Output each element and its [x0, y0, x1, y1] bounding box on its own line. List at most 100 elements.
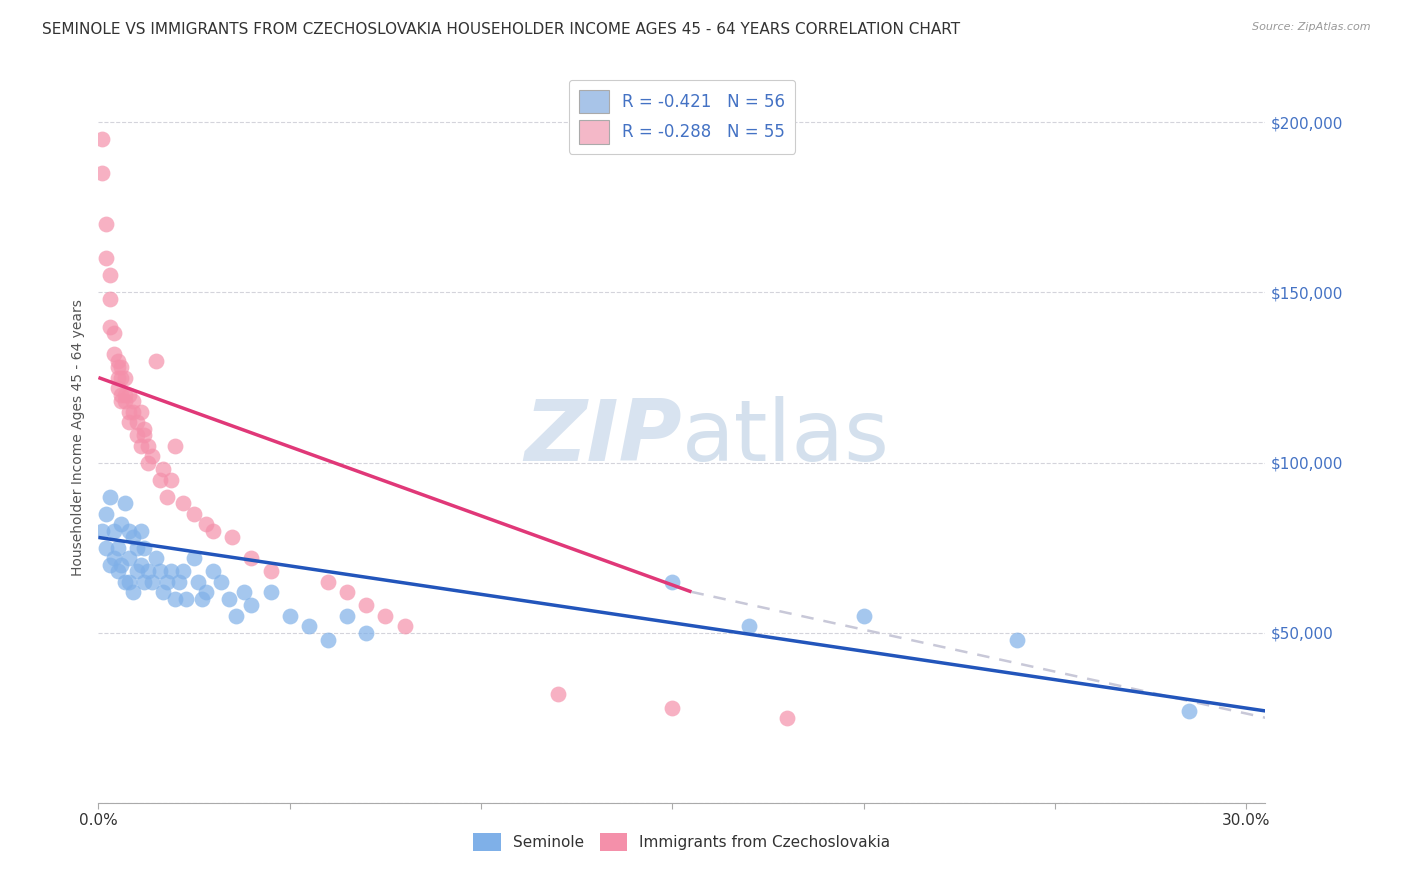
Point	[94, 218, 117, 232]
Point	[194, 516, 217, 531]
Point	[240, 550, 263, 565]
Point	[110, 394, 132, 409]
Point	[149, 473, 172, 487]
Point	[110, 516, 132, 531]
Point	[176, 591, 198, 606]
Point	[134, 574, 156, 589]
Point	[98, 293, 121, 307]
Point	[134, 421, 156, 435]
Text: SEMINOLE VS IMMIGRANTS FROM CZECHOSLOVAKIA HOUSEHOLDER INCOME AGES 45 - 64 YEARS: SEMINOLE VS IMMIGRANTS FROM CZECHOSLOVAK…	[42, 22, 960, 37]
Point	[316, 574, 339, 589]
Point	[125, 415, 148, 429]
Point	[278, 608, 301, 623]
Point	[145, 550, 167, 565]
Point	[183, 550, 205, 565]
Point	[149, 565, 172, 579]
Point	[107, 541, 129, 555]
Point	[225, 608, 247, 623]
Point	[374, 608, 396, 623]
Point	[136, 439, 159, 453]
Point	[183, 507, 205, 521]
Point	[259, 585, 281, 599]
Point	[141, 449, 163, 463]
Point	[190, 591, 212, 606]
Point	[141, 574, 163, 589]
Point	[232, 585, 254, 599]
Point	[172, 496, 194, 510]
Legend: Seminole, Immigrants from Czechoslovakia: Seminole, Immigrants from Czechoslovakia	[467, 827, 897, 857]
Point	[103, 326, 125, 341]
Point	[118, 387, 141, 401]
Point	[136, 565, 159, 579]
Point	[110, 370, 132, 384]
Point	[163, 439, 186, 453]
Point	[121, 394, 143, 409]
Point	[145, 353, 167, 368]
Point	[336, 608, 359, 623]
Point	[172, 565, 194, 579]
Point	[107, 353, 129, 368]
Point	[852, 608, 875, 623]
Point	[94, 252, 117, 266]
Point	[98, 319, 121, 334]
Point	[125, 541, 148, 555]
Point	[354, 625, 377, 640]
Point	[110, 360, 132, 375]
Point	[103, 347, 125, 361]
Point	[240, 599, 263, 613]
Point	[136, 456, 159, 470]
Text: Source: ZipAtlas.com: Source: ZipAtlas.com	[1253, 22, 1371, 32]
Point	[394, 619, 416, 633]
Point	[776, 711, 799, 725]
Point	[91, 166, 114, 180]
Point	[98, 268, 121, 283]
Point	[114, 496, 136, 510]
Point	[209, 574, 232, 589]
Point	[110, 558, 132, 572]
Point	[118, 550, 141, 565]
Point	[160, 473, 183, 487]
Point	[187, 574, 209, 589]
Point	[202, 524, 225, 538]
Point	[152, 462, 174, 476]
Point	[114, 394, 136, 409]
Point	[134, 541, 156, 555]
Point	[118, 524, 141, 538]
Point	[547, 687, 569, 701]
Point	[121, 585, 143, 599]
Point	[98, 558, 121, 572]
Point	[259, 565, 281, 579]
Point	[1005, 632, 1028, 647]
Point	[121, 531, 143, 545]
Point	[152, 585, 174, 599]
Point	[114, 574, 136, 589]
Point	[156, 490, 179, 504]
Point	[110, 387, 132, 401]
Point	[298, 619, 321, 633]
Point	[118, 415, 141, 429]
Point	[103, 550, 125, 565]
Point	[125, 428, 148, 442]
Point	[163, 591, 186, 606]
Point	[156, 574, 179, 589]
Point	[103, 524, 125, 538]
Point	[107, 360, 129, 375]
Point	[107, 381, 129, 395]
Point	[98, 490, 121, 504]
Point	[91, 524, 114, 538]
Point	[167, 574, 190, 589]
Y-axis label: Householder Income Ages 45 - 64 years: Householder Income Ages 45 - 64 years	[70, 299, 84, 575]
Point	[129, 439, 152, 453]
Point	[107, 370, 129, 384]
Point	[114, 387, 136, 401]
Point	[738, 619, 761, 633]
Point	[118, 404, 141, 418]
Point	[118, 574, 141, 589]
Point	[125, 565, 148, 579]
Point	[336, 585, 359, 599]
Point	[114, 370, 136, 384]
Point	[218, 591, 240, 606]
Point	[194, 585, 217, 599]
Point	[94, 507, 117, 521]
Point	[661, 700, 683, 714]
